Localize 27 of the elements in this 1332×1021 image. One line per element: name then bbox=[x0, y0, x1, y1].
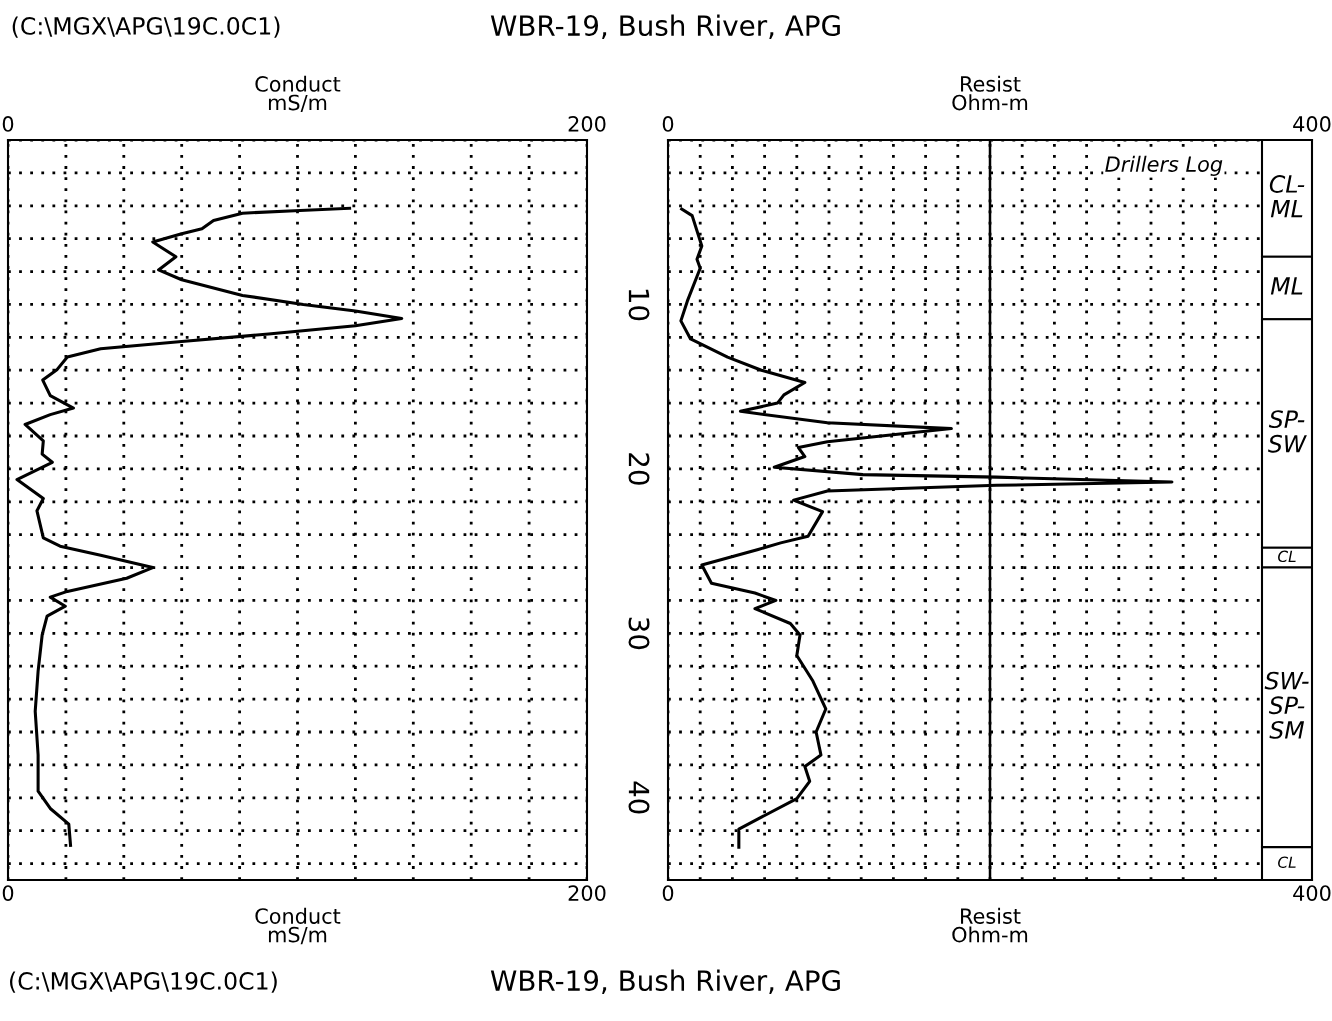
x-axis-title: Resist Ohm-m bbox=[952, 907, 1028, 943]
band-label: CL bbox=[1278, 550, 1296, 563]
text: WBR-19, Bush River, APG bbox=[490, 969, 840, 994]
x2-tick-label: 0 bbox=[2, 116, 14, 132]
y-tick-label: 10 bbox=[628, 289, 650, 321]
x2-tick-label: 400 bbox=[1293, 116, 1331, 132]
x-axis-title: Conduct mS/m bbox=[255, 907, 341, 945]
text: (C:\MGX\APG\19C.0C1) bbox=[10, 971, 277, 993]
band-label: SW-SP-SM bbox=[1264, 671, 1309, 739]
band-label: CL-ML bbox=[1269, 175, 1305, 218]
band-label: ML bbox=[1270, 277, 1303, 295]
text: WBR-19, Bush River, APG bbox=[490, 14, 840, 39]
text: (C:\MGX\APG\19C.0C1) bbox=[12, 16, 280, 38]
y-tick-label: 40 bbox=[628, 781, 650, 814]
x2-axis-title: Conduct mS/m bbox=[255, 75, 341, 113]
y-tick-label: 20 bbox=[628, 453, 650, 485]
x2-tick-label: 0 bbox=[662, 116, 674, 132]
band-label: CL bbox=[1278, 856, 1296, 868]
x-tick-label: 400 bbox=[1293, 885, 1331, 901]
x-tick-label: 0 bbox=[662, 885, 674, 901]
x2-tick-label: 200 bbox=[568, 116, 606, 132]
x-tick-label: 200 bbox=[568, 885, 606, 901]
x-tick-label: 0 bbox=[2, 885, 14, 901]
y-tick-label: 30 bbox=[628, 617, 650, 650]
x2-axis-title: Resist Ohm-m bbox=[952, 75, 1028, 111]
annotation: Drillers Log bbox=[1105, 155, 1223, 176]
band-label: SP-SW bbox=[1267, 410, 1307, 453]
